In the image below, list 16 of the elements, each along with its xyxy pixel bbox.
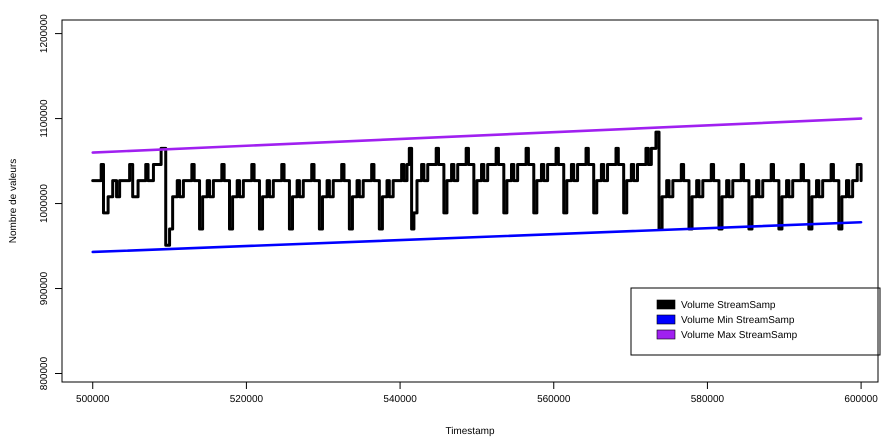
y-axis-title: Nombre de valeurs [8,158,19,244]
x-tick-label: 580000 [690,394,725,405]
y-tick-label: 1000000 [39,184,50,224]
x-tick-label: 540000 [383,394,418,405]
x-axis-title: Timestamp [445,426,495,437]
y-tick-label: 900000 [39,271,50,306]
x-tick-label: 500000 [76,394,110,405]
legend-label: Volume Max StreamSamp [681,330,798,341]
x-tick-label: 560000 [537,394,571,405]
y-tick-label: 1200000 [39,14,50,54]
y-tick-label: 800000 [39,356,50,390]
legend-label: Volume StreamSamp [681,300,776,311]
x-tick-label: 520000 [230,394,264,405]
legend-label: Volume Min StreamSamp [681,315,795,326]
y-tick-label: 1100000 [39,99,50,138]
x-tick-label: 600000 [844,394,878,405]
